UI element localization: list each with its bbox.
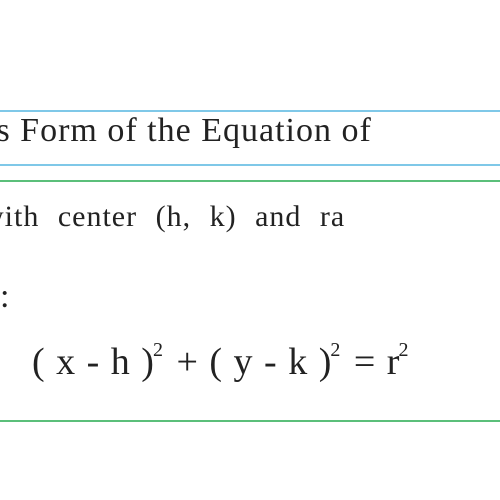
- body-colon: :: [0, 278, 10, 316]
- eq-part-2: + ( y - k ): [166, 341, 332, 383]
- title-text: ius Form of the Equation of: [0, 112, 372, 150]
- eq-part-1: ( x - h ): [32, 341, 155, 383]
- eq-part-3: = r: [343, 341, 400, 383]
- title-rule-bottom: [0, 164, 500, 166]
- eq-exp-1: 2: [153, 339, 164, 361]
- eq-exp-2: 2: [330, 339, 341, 361]
- body-line-1: with center (h, k) and ra: [0, 200, 345, 234]
- body-rule-top: [0, 180, 500, 182]
- body-rule-bottom: [0, 420, 500, 422]
- handwritten-note: { "title": { "text": "ius Form of the Eq…: [0, 0, 500, 500]
- eq-exp-3: 2: [398, 339, 409, 361]
- circle-equation: ( x - h )2 + ( y - k )2 = r2: [32, 340, 411, 384]
